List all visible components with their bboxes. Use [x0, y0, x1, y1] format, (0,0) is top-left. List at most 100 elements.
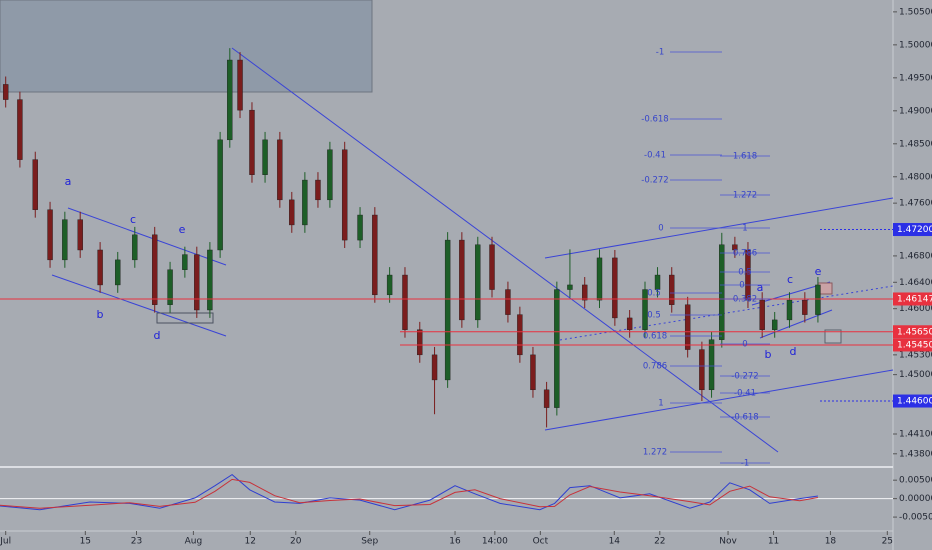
wave-label: a: [65, 175, 72, 188]
fib-label: 0.5: [647, 311, 661, 321]
fib-label: 1: [742, 224, 747, 234]
fib-label: -1: [656, 48, 664, 58]
candle-body: [217, 139, 223, 251]
fib-label: 0: [742, 340, 747, 350]
candle-body: [152, 234, 158, 305]
fib-label: -0.41: [644, 151, 666, 161]
y-tick-label: 1.45000: [899, 370, 932, 380]
candle-body: [626, 317, 633, 330]
candle-body: [612, 257, 618, 319]
fib-label: -1: [741, 459, 749, 469]
candle-body: [759, 299, 765, 330]
x-tick-label: 25: [882, 537, 893, 547]
candle-body: [431, 354, 438, 381]
candle-body: [47, 209, 53, 261]
candle-body: [582, 284, 588, 301]
candle-body: [530, 354, 536, 391]
price-tag: [893, 223, 932, 237]
x-tick-label: 15: [80, 537, 91, 547]
fib-label: 0.786: [643, 362, 667, 372]
candle-body: [182, 254, 188, 270]
y-tick-label: 1.50500: [899, 7, 932, 17]
wave-label: d: [790, 345, 797, 358]
fib-label: 1.272: [733, 191, 757, 201]
candle-body: [708, 339, 715, 391]
price-tag: [893, 394, 932, 408]
fib-label: 1.272: [643, 448, 667, 458]
marker-box: [824, 329, 842, 344]
x-tick-label: Aug: [185, 537, 203, 547]
candle-body: [17, 99, 23, 160]
fib-label: 1.618: [733, 152, 757, 162]
candle-body: [77, 219, 83, 251]
y-tick-label: 1.46400: [899, 278, 932, 288]
candle-body: [227, 59, 233, 141]
candle-body: [115, 259, 121, 286]
trend-line: [544, 369, 894, 431]
price-tag-label: 1.46147: [897, 294, 932, 304]
candle-body: [719, 244, 725, 340]
x-tick-label: 14:00: [482, 537, 508, 547]
wave-label: a: [757, 281, 764, 294]
candle-body: [372, 214, 378, 296]
price-tag: [893, 325, 932, 339]
candle-body: [62, 219, 68, 261]
x-tick-label: 23: [131, 537, 142, 547]
y-tick-label: 1.45300: [899, 350, 932, 360]
candle-body: [194, 254, 200, 311]
osc-tick-label: 0.00000: [899, 494, 932, 504]
candle-body: [262, 139, 268, 175]
candle-body: [815, 284, 821, 315]
candle-body: [786, 299, 793, 321]
y-tick-label: 1.49000: [899, 106, 932, 116]
osc-line: [0, 478, 818, 509]
x-tick-label: Nov: [719, 537, 737, 547]
candle-body: [327, 149, 333, 201]
candle-body: [517, 314, 523, 356]
fib-label: 0.618: [643, 332, 667, 342]
wave-label: e: [815, 265, 822, 278]
candle-body: [357, 214, 363, 241]
candle-body: [802, 299, 808, 315]
fib-label: 1: [658, 399, 663, 409]
x-tick-label: 18: [825, 537, 837, 547]
zone-box: [0, 0, 373, 93]
candle-body: [167, 269, 173, 305]
fib-label: -0.272: [731, 372, 758, 382]
wave-label: c: [130, 213, 136, 226]
x-tick-label: 20: [290, 537, 302, 547]
candle-body: [771, 319, 778, 330]
candle-body: [554, 289, 560, 408]
x-tick-label: Oct: [533, 537, 549, 547]
marker-box: [156, 312, 214, 324]
candle-body: [596, 257, 603, 301]
y-tick-label: 1.48500: [899, 139, 932, 149]
y-tick-label: 1.47600: [899, 199, 932, 209]
candle-body: [475, 244, 481, 321]
trend-line: [559, 285, 894, 341]
candle-body: [567, 284, 573, 290]
x-tick-label: Jul: [0, 537, 11, 547]
wave-label: e: [179, 223, 186, 236]
candle-body: [32, 159, 38, 210]
wave-label: b: [97, 308, 104, 321]
candle-body: [277, 139, 283, 201]
price-tag-label: 1.45650: [897, 327, 932, 337]
y-tick-label: 1.44100: [899, 430, 932, 440]
candle-body: [386, 274, 393, 296]
candle-body: [289, 199, 295, 226]
candle-body: [489, 244, 495, 290]
candle-body: [699, 349, 705, 391]
fib-label: -0.41: [734, 389, 756, 399]
trend-line: [67, 207, 227, 266]
osc-line: [0, 473, 818, 511]
wave-label: c: [787, 273, 793, 286]
x-tick-label: 22: [654, 537, 665, 547]
candle-body: [2, 84, 9, 100]
candle-body: [315, 179, 321, 201]
x-tick-label: 11: [768, 537, 779, 547]
fib-label: 0.5: [738, 268, 752, 278]
